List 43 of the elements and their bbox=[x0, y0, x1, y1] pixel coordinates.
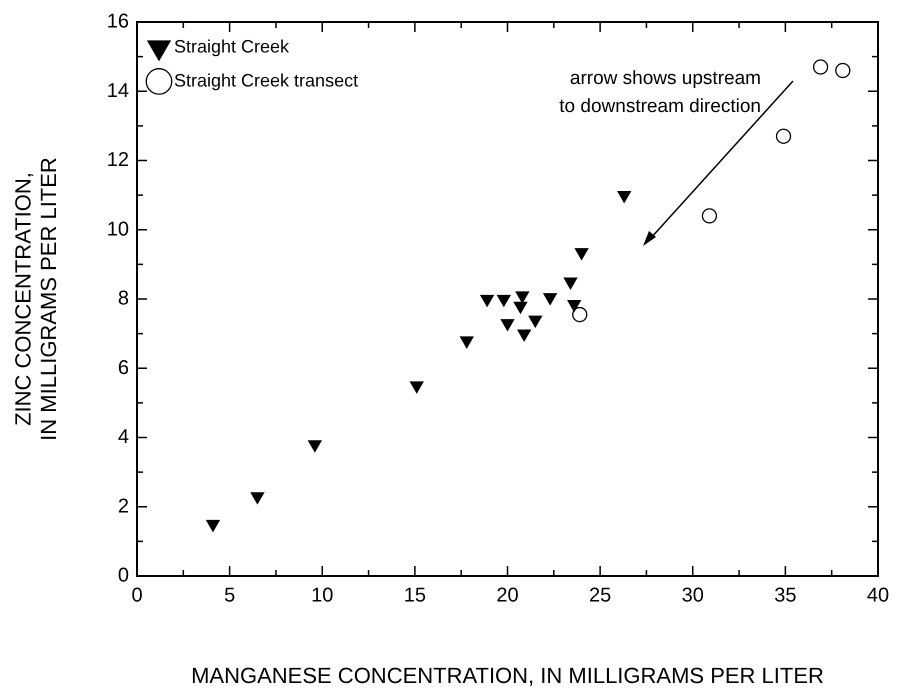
point bbox=[567, 300, 581, 312]
y-tick-label: 6 bbox=[118, 356, 129, 379]
point bbox=[702, 208, 718, 224]
x-tick-label: 20 bbox=[496, 584, 519, 607]
point bbox=[564, 278, 578, 290]
y-tick-label: 14 bbox=[106, 80, 129, 102]
x-tick-label: 10 bbox=[311, 584, 334, 607]
x-tick-label: 40 bbox=[866, 584, 890, 607]
point bbox=[543, 293, 557, 305]
point bbox=[528, 316, 542, 328]
point bbox=[574, 248, 588, 260]
y-tick-label: 12 bbox=[106, 149, 129, 172]
point bbox=[835, 62, 850, 78]
point bbox=[250, 492, 264, 504]
y-tick-label: 10 bbox=[106, 218, 129, 240]
point bbox=[812, 59, 828, 75]
point bbox=[776, 128, 792, 144]
legend-label: Straight Creek bbox=[174, 36, 290, 56]
point bbox=[497, 294, 511, 307]
point bbox=[460, 336, 474, 348]
point bbox=[514, 302, 528, 314]
point bbox=[308, 440, 322, 452]
x-tick-label: 35 bbox=[774, 584, 796, 607]
x-tick-label: 15 bbox=[404, 584, 426, 607]
point bbox=[516, 291, 530, 304]
y-tick-label: 16 bbox=[106, 10, 129, 33]
y-tick-label: 4 bbox=[118, 426, 129, 448]
point bbox=[480, 294, 494, 307]
y-tick-label: 8 bbox=[118, 288, 129, 310]
x-tick-label: 5 bbox=[224, 584, 236, 607]
annotation: arrow shows upstream to downstream direction bbox=[559, 68, 761, 118]
x-axis-title: MANGANESE CONCENTRATION, IN MILLIGRAMS PER LITER bbox=[191, 662, 824, 688]
y-tick-label: 0 bbox=[118, 564, 129, 587]
legend-label: Straight Creek transect bbox=[174, 70, 358, 90]
point bbox=[500, 319, 514, 331]
x-tick-label: 30 bbox=[682, 584, 704, 607]
x-tick-label: 25 bbox=[589, 584, 612, 607]
point bbox=[517, 329, 531, 342]
point bbox=[206, 520, 220, 532]
y-axis-title: ZINC CONCENTRATION, IN MILLIGRAMS PER LITER bbox=[10, 157, 62, 441]
y-tick-label: 2 bbox=[118, 495, 129, 518]
point bbox=[410, 381, 424, 394]
point bbox=[617, 190, 631, 203]
